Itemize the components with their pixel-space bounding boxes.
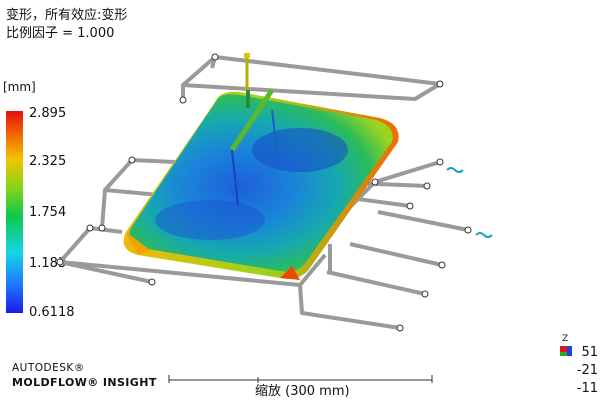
runner-system <box>229 53 279 206</box>
scale-bar-label: 缩放 (300 mm) <box>255 384 350 399</box>
legend-unit: [mm] <box>3 80 36 94</box>
deformed-part <box>123 91 399 280</box>
triad-coord-y: -21 <box>576 363 598 378</box>
legend-tick: 2.325 <box>29 154 67 169</box>
cooling-line-ends <box>56 53 472 332</box>
triad-axis-label: Z <box>562 334 568 344</box>
legend-tick: 1.183 <box>29 256 67 271</box>
color-legend-bar <box>6 111 23 313</box>
result-scale-factor: 比例因子 = 1.000 <box>6 26 115 41</box>
orientation-triad-icon[interactable]: Z <box>556 332 580 362</box>
autodesk-logo: AUTODESK® <box>12 362 85 374</box>
legend-tick: 1.754 <box>29 205 67 220</box>
scale-bar <box>168 375 433 383</box>
result-title: 变形，所有效应:变形 比例因子 = 1.000 <box>6 7 127 43</box>
triad-coord-z: -11 <box>576 381 598 396</box>
legend-tick-max: 2.895 <box>29 106 67 121</box>
coolant-inlet-markers <box>446 167 493 238</box>
legend-tick-min: 0.6118 <box>29 305 75 320</box>
result-title-line1: 变形，所有效应:变形 <box>6 8 128 23</box>
moldflow-logo: MOLDFLOW® INSIGHT <box>12 376 157 389</box>
triad-coord-x: 51 <box>581 345 598 360</box>
